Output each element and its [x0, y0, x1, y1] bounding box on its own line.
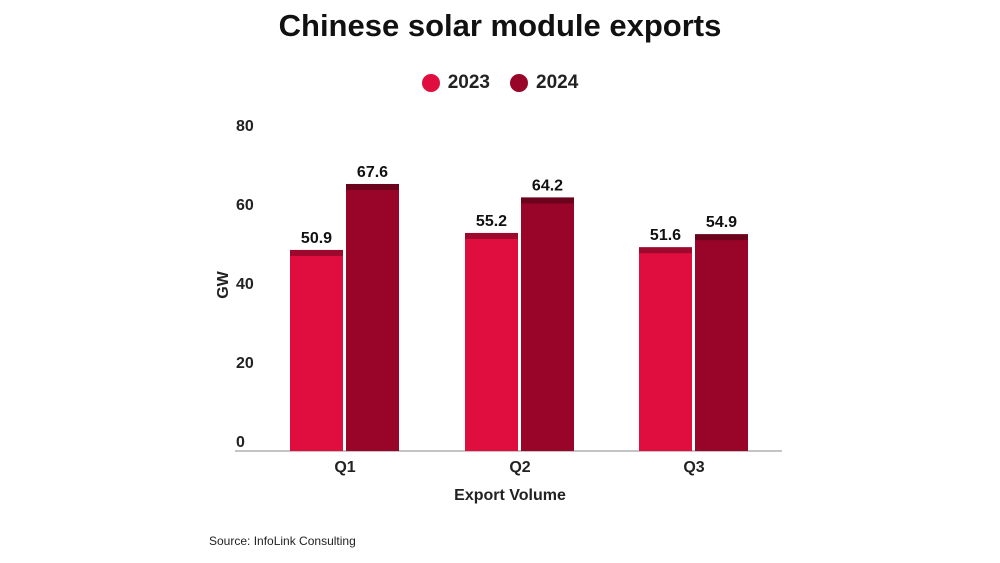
data-label: 67.6: [357, 164, 388, 181]
bar-cap: [521, 197, 574, 204]
chart-title: Chinese solar module exports: [278, 8, 722, 43]
y-tick-label: 60: [236, 197, 254, 214]
bar-2023-Q1: [290, 249, 343, 451]
bar-2023-Q2: [465, 232, 518, 451]
bar-cap: [290, 249, 343, 256]
y-tick-label: 40: [236, 276, 254, 293]
legend-swatch-2024: [510, 74, 528, 92]
x-tick-label: Q1: [334, 459, 355, 476]
data-label: 54.9: [706, 214, 737, 231]
data-label: 64.2: [532, 177, 563, 194]
x-tick-label: Q3: [683, 459, 704, 476]
bar-2024-Q1: [346, 183, 399, 452]
data-label: 55.2: [476, 213, 507, 230]
y-tick-label: 0: [236, 434, 245, 451]
legend: 2023 2024: [0, 72, 1000, 94]
legend-item-2023: 2023: [421, 72, 490, 94]
legend-swatch-2023: [421, 74, 440, 92]
bar-2024-Q3: [695, 234, 748, 451]
data-label: 50.9: [301, 230, 332, 247]
y-tick-label: 80: [236, 118, 254, 135]
y-axis-label: GW: [215, 270, 232, 298]
legend-label-2023: 2023: [447, 72, 490, 93]
x-tick-label: Q2: [509, 459, 530, 476]
bar-cap: [465, 232, 518, 239]
legend-label-2024: 2024: [536, 72, 579, 93]
bar-cap: [346, 183, 399, 190]
bar-2023-Q3: [639, 247, 692, 451]
data-label: 51.6: [650, 227, 681, 244]
y-tick-label: 20: [236, 355, 254, 372]
bar-cap: [695, 234, 748, 241]
x-axis-label: Export Volume: [454, 487, 566, 504]
legend-item-2024: 2024: [510, 72, 578, 94]
source-note: Source: InfoLink Consulting: [209, 534, 356, 548]
bar-2024-Q2: [521, 197, 574, 451]
bar-cap: [639, 247, 692, 254]
